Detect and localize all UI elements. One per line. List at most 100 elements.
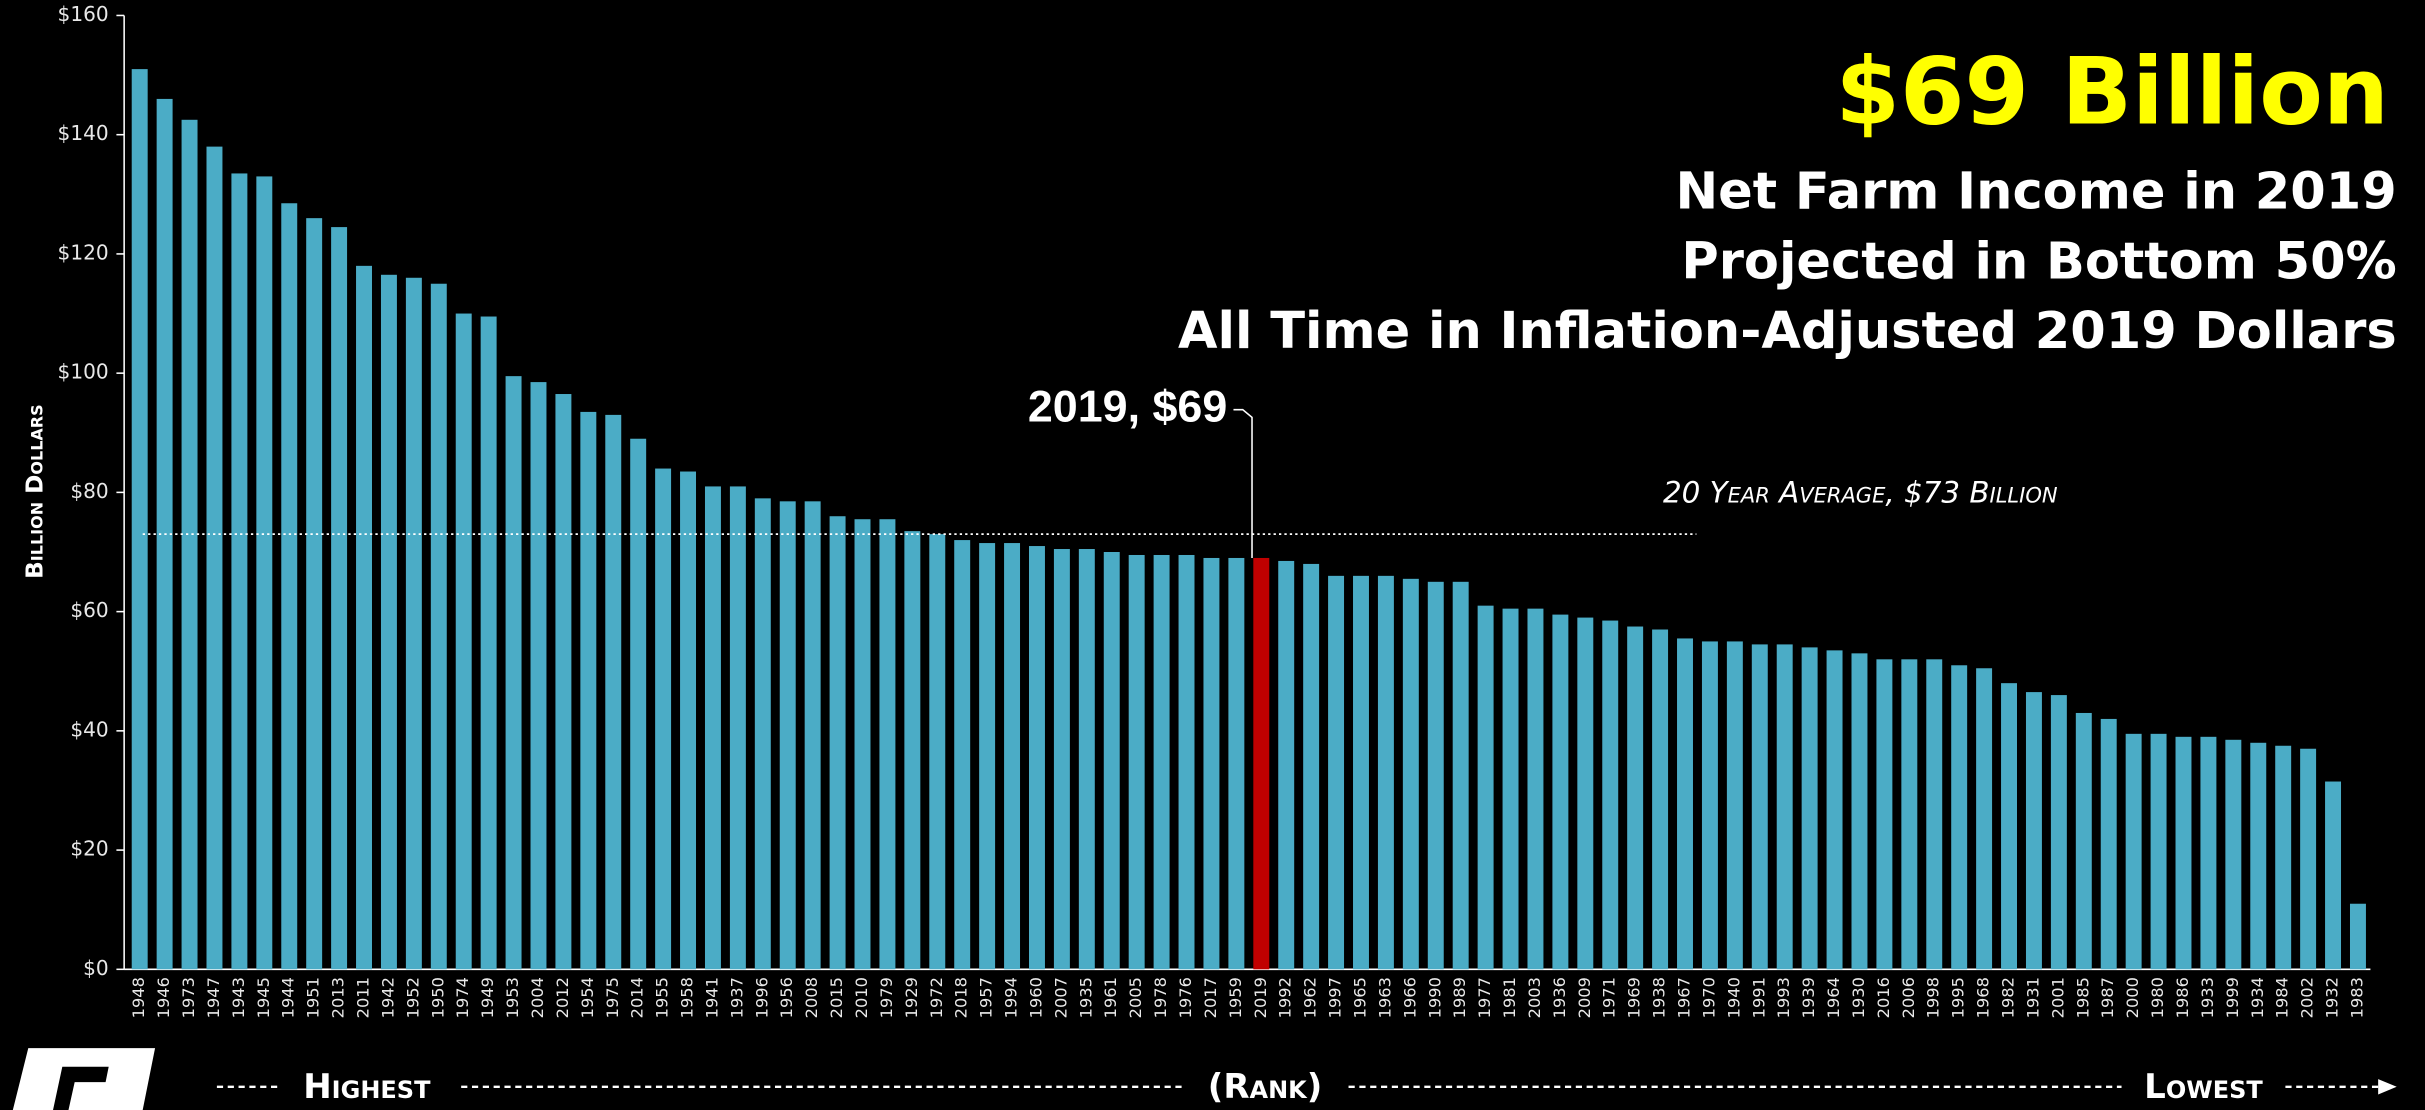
x-tick-label: 1967 (1675, 977, 1694, 1018)
x-tick-label: 1966 (1400, 977, 1419, 1018)
y-tick-label: $60 (70, 598, 108, 622)
x-tick-label: 1942 (378, 977, 397, 1018)
x-tick-label: 1938 (1650, 977, 1669, 1018)
x-tick-label: 1947 (204, 977, 223, 1018)
bar (879, 519, 896, 970)
x-tick-label: 1986 (2173, 977, 2192, 1018)
x-tick-label: 1946 (154, 977, 173, 1018)
x-tick-label: 1993 (1774, 977, 1793, 1018)
bar (331, 227, 348, 970)
x-tick-label: 2006 (1899, 977, 1918, 1018)
bar (306, 218, 323, 970)
bar (1851, 653, 1868, 970)
x-tick-label: 2013 (329, 977, 348, 1018)
bar (256, 176, 273, 970)
x-tick-label: 1979 (877, 977, 896, 1018)
bar (1353, 575, 1369, 970)
bar (555, 394, 572, 970)
x-tick-label: 1976 (1176, 977, 1195, 1018)
x-tick-label: 1965 (1350, 977, 1369, 1018)
bar (2075, 712, 2092, 970)
bar (1128, 554, 1145, 970)
x-tick-label: 1948 (129, 977, 148, 1018)
x-tick-label: 1952 (403, 977, 422, 1018)
x-tick-label: 1962 (1301, 977, 1320, 1018)
x-tick-label: 1935 (1076, 977, 1095, 1018)
bar (356, 265, 372, 970)
x-tick-label: 1943 (229, 977, 248, 1018)
x-tick-label: 1931 (2023, 977, 2042, 1018)
bar (1053, 549, 1070, 970)
bar (2325, 781, 2342, 970)
x-tick-label: 1987 (2098, 977, 2117, 1018)
x-tick-label: 1939 (1799, 977, 1818, 1018)
bar (854, 519, 871, 970)
x-tick-label: 2007 (1051, 977, 1070, 1018)
average-label: 20 Year Average, $73 Billion (1663, 475, 2058, 509)
x-tick-label: 1953 (503, 977, 522, 1018)
bar (2200, 736, 2217, 970)
rank-label: Highest (303, 1067, 431, 1107)
bar (1577, 617, 1594, 970)
bar (1801, 647, 1818, 970)
x-tick-label: 2000 (2123, 977, 2142, 1018)
bar (1078, 549, 1095, 970)
bar (530, 382, 547, 970)
x-tick-label: 1989 (1450, 977, 1469, 1018)
bar (206, 146, 223, 970)
bar (2225, 739, 2242, 970)
bar (2001, 683, 2017, 970)
bar (1153, 554, 1170, 970)
bar (1228, 557, 1245, 970)
subtitle: All Time in Inflation-Adjusted 2019 Doll… (1178, 302, 2397, 361)
bar (480, 316, 497, 970)
bar (829, 516, 846, 970)
x-tick-label: 1963 (1375, 977, 1394, 1018)
bar (804, 501, 821, 970)
x-tick-label: 2001 (2048, 977, 2067, 1018)
logo-cut (53, 1066, 109, 1110)
x-tick-label: 1997 (1326, 977, 1345, 1018)
x-tick-label: 1949 (478, 977, 497, 1018)
x-tick-label: 1933 (2198, 977, 2217, 1018)
bar (281, 203, 298, 970)
bar (1826, 650, 1843, 970)
bar (1701, 641, 1718, 970)
x-tick-label: 2015 (827, 977, 846, 1018)
bar (1677, 638, 1693, 970)
x-tick-label: 2009 (1575, 977, 1594, 1018)
y-tick-label: $160 (58, 2, 109, 26)
bar (929, 534, 946, 970)
x-tick-label: 1937 (727, 977, 746, 1018)
bar (405, 277, 422, 970)
x-tick-label: 1974 (453, 977, 472, 1018)
x-tick-label: 2002 (2298, 977, 2317, 1018)
x-tick-label: 1985 (2073, 977, 2092, 1018)
x-tick-label: 1978 (1151, 977, 1170, 1018)
bar (2175, 736, 2192, 970)
x-tick-label: 1995 (1949, 977, 1968, 1018)
bar (1552, 614, 1569, 970)
x-tick-label: 2011 (354, 977, 373, 1018)
bar (2050, 695, 2067, 970)
y-tick-label: $80 (70, 479, 108, 503)
x-tick-label: 1990 (1425, 977, 1444, 1018)
x-tick-label: 1999 (2223, 977, 2242, 1018)
bar (2275, 745, 2292, 970)
x-tick-label: 1930 (1849, 977, 1868, 1018)
x-tick-label: 1961 (1101, 977, 1120, 1018)
bar (2125, 733, 2142, 970)
bar (1103, 552, 1120, 970)
bar (1203, 557, 1220, 970)
bar (2100, 718, 2117, 970)
bar (1951, 665, 1968, 970)
x-tick-label: 1951 (304, 977, 323, 1018)
x-tick-label: 1975 (603, 977, 622, 1018)
x-tick-label: 1964 (1824, 977, 1843, 1018)
bar (605, 414, 622, 970)
x-tick-label: 2010 (852, 977, 871, 1018)
x-tick-label: 1991 (1749, 977, 1768, 1018)
x-tick-label: 1944 (279, 977, 298, 1018)
